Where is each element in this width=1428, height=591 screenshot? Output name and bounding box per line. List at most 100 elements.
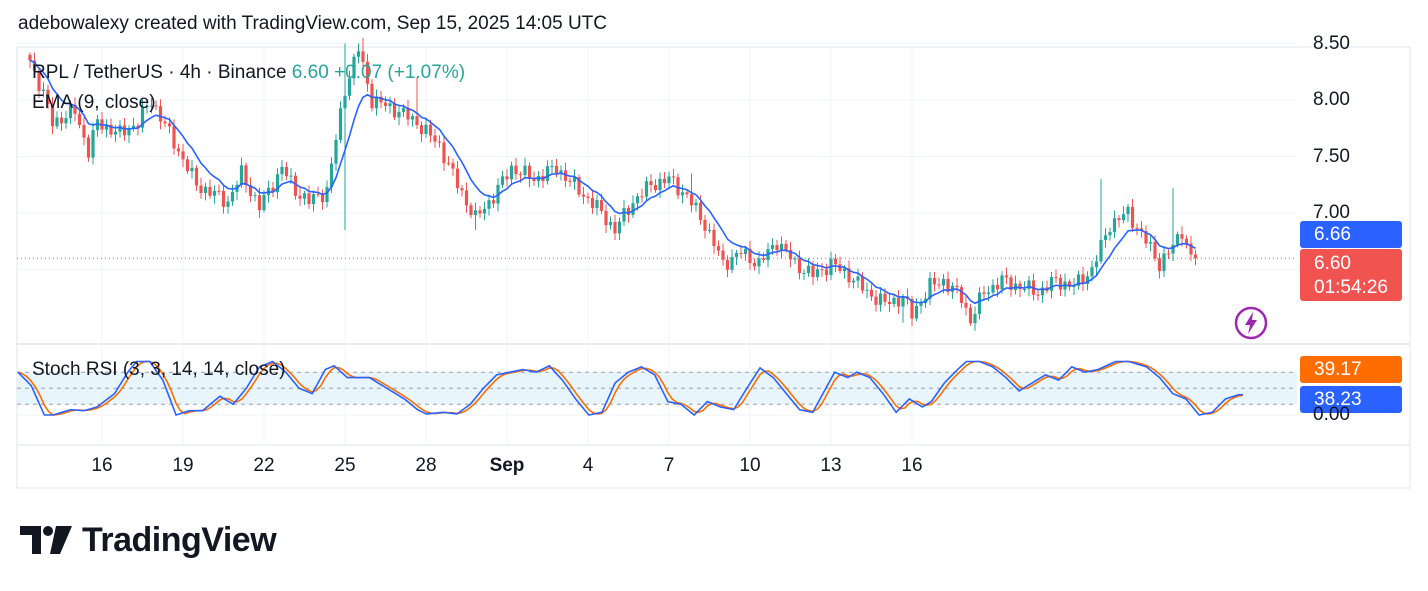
candle-body [131, 125, 136, 130]
candle-body [28, 54, 32, 61]
candle-body [383, 102, 388, 107]
time-tick-label: 16 [91, 455, 113, 476]
candle-body [1189, 243, 1193, 255]
candle-body [1036, 294, 1040, 296]
candle-body [158, 106, 163, 122]
candle-body [1184, 238, 1189, 244]
candle-body [374, 96, 379, 109]
candle-body [460, 188, 464, 191]
candle-body [694, 202, 698, 206]
candle-body [244, 165, 248, 186]
candle-body [721, 250, 725, 260]
candle-body [676, 177, 680, 196]
candle-body [644, 181, 649, 197]
candle-body [464, 190, 469, 206]
candle-body [343, 95, 347, 109]
candle-body [1022, 288, 1027, 290]
candle-body [545, 166, 550, 181]
tradingview-logo[interactable]: TradingView [20, 520, 277, 560]
candle-body [730, 257, 734, 270]
candle-body [1108, 231, 1112, 236]
candle-body [1180, 234, 1184, 239]
candle-body [806, 265, 811, 274]
candle-body [599, 200, 604, 211]
candle-body [46, 89, 50, 104]
candle-body [896, 297, 901, 307]
candle-body [995, 284, 1000, 290]
candle-body [631, 203, 635, 215]
candle-body [932, 278, 937, 285]
candle-body [109, 124, 113, 135]
candle-body [320, 194, 325, 203]
candle-body [104, 124, 109, 130]
candle-body [1130, 206, 1135, 228]
candle-body [293, 175, 298, 196]
candle-body [361, 51, 365, 62]
stoch-rsi-legend[interactable]: Stoch RSI (3, 3, 14, 14, close) [32, 359, 286, 380]
candle-body [59, 117, 64, 124]
candle-body [977, 292, 982, 315]
candle-body [356, 51, 361, 57]
candle-body [505, 176, 509, 180]
candle-body [482, 208, 487, 214]
ema-legend[interactable]: EMA (9, close) [32, 92, 156, 113]
candle-body [910, 299, 914, 319]
candle-body [784, 243, 788, 250]
lightning-bolt-icon[interactable] [1234, 306, 1268, 340]
stoch-tick-label: 0.00 [1313, 404, 1350, 425]
candle-body [572, 177, 577, 182]
symbol-label[interactable]: RPL / TetherUS · 4h · Binance [32, 62, 287, 83]
candle-body [424, 124, 428, 135]
stoch-d-badge: 39.17 [1300, 356, 1402, 383]
candle-body [532, 179, 536, 181]
candle-body [604, 210, 608, 226]
time-tick-label: 19 [172, 455, 194, 476]
candle-body [1175, 234, 1180, 245]
candle-body [82, 125, 86, 138]
candle-body [919, 303, 923, 306]
candle-body [937, 284, 941, 286]
candle-body [712, 229, 716, 247]
candle-body [514, 165, 518, 175]
candle-body [1027, 280, 1031, 289]
candle-body [68, 104, 73, 119]
candle-body [1040, 287, 1045, 296]
candle-body [901, 296, 905, 307]
tradingview-logo-icon [20, 526, 72, 554]
candle-body [442, 142, 446, 164]
candle-body [509, 165, 514, 180]
candle-body [1085, 276, 1090, 285]
candle-body [1081, 274, 1085, 285]
stoch-d-line [17, 360, 1244, 416]
time-tick-label: 4 [582, 455, 594, 476]
candle-body [1094, 261, 1099, 268]
candle-body [626, 208, 631, 215]
candle-body [554, 165, 559, 174]
price-tick-label: 7.50 [1313, 145, 1350, 167]
candle-body [199, 185, 203, 194]
candle-body [842, 268, 847, 272]
current-price-badge: 6.60 01:54:26 [1300, 249, 1402, 301]
candle-body [1054, 277, 1058, 279]
candle-body [248, 185, 253, 196]
candle-body [370, 83, 374, 109]
candle-body [1058, 278, 1063, 290]
candle-body [473, 210, 478, 216]
candle-body [788, 249, 793, 260]
candle-body [289, 175, 293, 177]
candle-body [176, 148, 181, 152]
candle-body [1157, 258, 1162, 272]
candle-body [208, 186, 212, 196]
candle-body [635, 196, 640, 204]
candle-body [37, 70, 41, 92]
candle-body [928, 278, 932, 299]
candle-body [577, 177, 581, 195]
candle-body [946, 278, 950, 292]
candle-body [127, 129, 131, 136]
candle-body [262, 194, 266, 211]
candle-body [851, 280, 856, 283]
tradingview-wordmark: TradingView [82, 520, 277, 559]
candle-body [239, 165, 244, 185]
candle-body [172, 126, 176, 149]
